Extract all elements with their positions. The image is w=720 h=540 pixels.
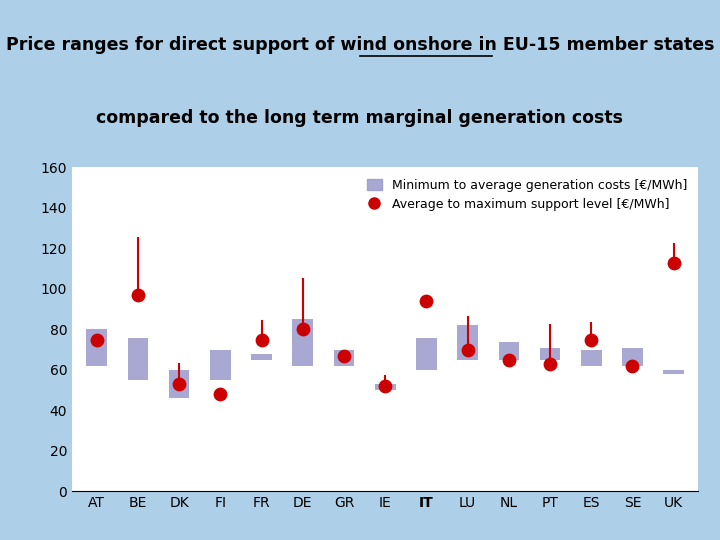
Point — [297, 325, 309, 334]
Point — [215, 390, 226, 399]
Point — [503, 355, 515, 364]
Text: Price ranges for direct support of: Price ranges for direct support of — [26, 36, 360, 55]
Text: wind onshore: wind onshore — [360, 36, 492, 55]
Bar — [457, 325, 478, 360]
Bar — [210, 350, 230, 380]
Point — [668, 258, 680, 267]
Point — [585, 335, 597, 344]
Bar — [622, 348, 643, 366]
Point — [626, 362, 638, 370]
Bar — [169, 370, 189, 399]
Point — [379, 382, 391, 390]
Point — [338, 352, 350, 360]
Point — [256, 335, 267, 344]
Point — [174, 380, 185, 388]
Point — [462, 346, 473, 354]
Point — [91, 335, 102, 344]
Text: compared to the long term marginal generation costs: compared to the long term marginal gener… — [96, 109, 624, 127]
Point — [132, 291, 144, 299]
Bar — [333, 350, 354, 366]
Bar — [86, 329, 107, 366]
Bar — [540, 348, 560, 360]
Bar — [127, 338, 148, 380]
Bar — [375, 384, 395, 390]
Legend: Minimum to average generation costs [€/MWh], Average to maximum support level [€: Minimum to average generation costs [€/M… — [361, 174, 692, 216]
Bar — [581, 350, 601, 366]
Bar — [498, 342, 519, 360]
Text: Price ranges for direct support of wind onshore in EU-15 member states: Price ranges for direct support of wind … — [6, 36, 714, 55]
Point — [420, 297, 432, 306]
Bar — [663, 370, 684, 374]
Bar — [416, 338, 437, 370]
Bar — [292, 319, 313, 366]
Point — [544, 360, 556, 368]
Bar — [251, 354, 272, 360]
